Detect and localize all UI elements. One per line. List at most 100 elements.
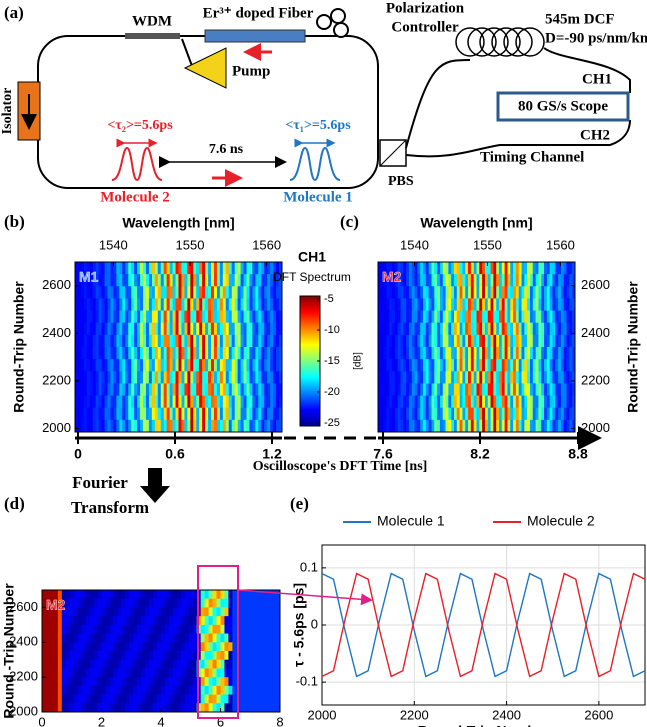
- heatmap-cell: [261, 419, 265, 433]
- heatmap-cell: [145, 262, 150, 275]
- heatmap-cell: [166, 419, 171, 433]
- heatmap-cell: [273, 407, 277, 421]
- time-tick-label: 0.6: [165, 446, 185, 462]
- heatmap-cell: [532, 286, 537, 299]
- heatmap-cell: [145, 590, 150, 600]
- heatmap-cell: [386, 395, 390, 409]
- heatmap-cell: [172, 274, 177, 287]
- heatmap-cell: [145, 642, 150, 652]
- heatmap-cell: [122, 419, 126, 433]
- heatmap-cell: [276, 598, 281, 608]
- heatmap-cell: [163, 298, 168, 312]
- heatmap-cell: [77, 685, 83, 696]
- heatmap-cell: [232, 668, 237, 678]
- heatmap-cell: [414, 383, 418, 397]
- heatmap-cell: [75, 286, 79, 299]
- heatmap-cell: [216, 262, 221, 275]
- heatmap-cell: [270, 298, 274, 312]
- heatmap-cell: [199, 347, 203, 360]
- heatmap-cell: [400, 274, 404, 287]
- heatmap-cell: [134, 274, 138, 287]
- heatmap-cell: [193, 310, 197, 324]
- heatmap-cell: [122, 347, 126, 360]
- heatmap-cell: [400, 347, 404, 360]
- heatmap-cell: [104, 310, 109, 324]
- heatmap-cell: [434, 407, 438, 421]
- heatmap-cell: [507, 371, 511, 384]
- heatmap-cell: [208, 642, 214, 652]
- heatmap-cell: [268, 590, 273, 600]
- heatmap-cell: [143, 347, 147, 360]
- heatmap-cell: [453, 298, 458, 312]
- annotation: M2: [46, 597, 66, 613]
- heatmap-cell: [380, 371, 385, 384]
- heatmap-cell: [252, 347, 256, 360]
- heatmap-cell: [129, 624, 134, 635]
- heatmap-cell: [199, 371, 203, 384]
- heatmap-cell: [175, 334, 179, 348]
- heatmap-cell: [479, 310, 483, 324]
- heatmap-cell: [42, 677, 47, 687]
- heatmap-cell: [216, 598, 221, 608]
- x-tick-label: 1560: [546, 237, 575, 252]
- heatmap-cell: [276, 651, 281, 661]
- heatmap-cell: [244, 590, 249, 600]
- heatmap-cell: [86, 371, 91, 384]
- heatmap-cell: [89, 694, 95, 704]
- heatmap-cell: [224, 616, 229, 626]
- heatmap-cell: [163, 334, 168, 348]
- heatmap-cell: [264, 262, 268, 275]
- heatmap-cell: [211, 395, 215, 409]
- heatmap-cell: [515, 286, 520, 299]
- heatmap-cell: [110, 407, 114, 421]
- heatmap-cell: [479, 347, 483, 360]
- heatmap-cell: [394, 322, 399, 336]
- heatmap-cell: [380, 298, 385, 312]
- heatmap-cell: [42, 694, 47, 704]
- heatmap-cell: [216, 607, 221, 617]
- heatmap-cell: [378, 274, 382, 287]
- heatmap-cell: [434, 383, 438, 397]
- heatmap-cell: [272, 616, 277, 626]
- heatmap-cell: [104, 383, 109, 397]
- heatmap-cell: [507, 310, 511, 324]
- heatmap-cell: [110, 371, 114, 384]
- heatmap-cell: [166, 383, 171, 397]
- heatmap-cell: [465, 310, 469, 324]
- heatmap-cell: [268, 685, 273, 696]
- heatmap-cell: [276, 685, 281, 696]
- legend-entry: Molecule 2: [527, 513, 595, 529]
- heatmap-cell: [75, 322, 79, 336]
- heatmap-cell: [190, 310, 194, 324]
- heatmap-cell: [272, 642, 277, 652]
- heatmap-cell: [232, 677, 237, 687]
- heatmap-cell: [121, 685, 126, 696]
- heatmap-cell: [225, 383, 230, 397]
- heatmap-cell: [383, 419, 387, 433]
- heatmap-cell: [240, 624, 245, 635]
- ch1-label: CH1: [582, 71, 612, 87]
- heatmap-cell: [400, 371, 404, 384]
- y-tick-label: 2200: [581, 372, 610, 387]
- heatmap-cell: [86, 310, 91, 324]
- heatmap-cell: [246, 395, 250, 409]
- heatmap-cell: [507, 419, 511, 433]
- heatmap-cell: [193, 383, 197, 397]
- heatmap-cell: [518, 395, 523, 409]
- heatmap-cell: [462, 419, 466, 433]
- heatmap-cell: [243, 334, 248, 348]
- heatmap-cell: [81, 624, 87, 635]
- heatmap-cell: [131, 395, 135, 409]
- heatmap-cell: [192, 694, 198, 704]
- heatmap-cell: [261, 395, 265, 409]
- heatmap-cell: [462, 395, 466, 409]
- heatmap-cell: [107, 407, 111, 421]
- heatmap-cell: [462, 298, 466, 312]
- heatmap-cell: [157, 298, 162, 312]
- heatmap-cell: [122, 298, 126, 312]
- heatmap-cell: [69, 659, 75, 669]
- heatmap-cell: [95, 395, 100, 409]
- heatmap-cell: [121, 668, 126, 678]
- heatmap-cell: [202, 298, 206, 312]
- heatmap-cell: [439, 371, 444, 384]
